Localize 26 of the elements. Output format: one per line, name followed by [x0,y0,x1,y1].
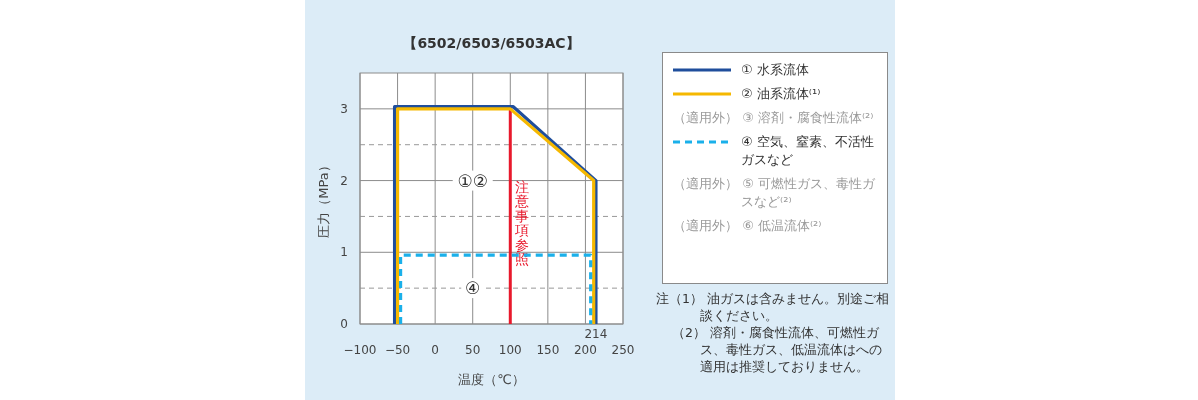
text: （適用外） ⑤ 可燃性ガス、毒性ガスなど⁽²⁾ [673,175,876,211]
x-tick-label: 50 [465,343,481,357]
y-tick-label: 3 [340,101,348,116]
annotation: ④ [465,278,481,299]
legend-label: ④ 空気、窒素、不活性ガスなど [741,133,875,169]
text: （2） 溶剤・腐食性流体、可燃性ガス、毒性ガス、低温流体はへの適用は推奨しておりません。 [671,324,883,375]
legend-label: ② 油系流体⁽¹⁾ [741,85,821,103]
annotation: ①② [457,170,488,191]
y-tick-label: 0 [340,317,348,331]
chart-title: 【6502/6503/6503AC】 [403,35,580,51]
x-axis-title: 温度（℃） [458,372,525,387]
y-tick-label: 1 [340,245,348,260]
y-axis-title: 圧力（MPa） [316,159,331,238]
text: 注（1） 油ガスは含みません。別途ご相談ください。 [656,290,890,324]
legend-label: ① 水系流体 [741,61,809,79]
text: （適用外） ⑥ 低温流体⁽²⁾ [673,217,823,235]
x-tick-label: 200 [573,343,597,357]
x-tick-label: 0 [431,343,439,357]
x-tick-label: −50 [384,343,411,357]
y-tick-label: 2 [340,173,348,188]
x-tick-label: −100 [343,343,377,357]
annotation: 214 [584,327,608,341]
text: （適用外） ③ 溶剤・腐食性流体⁽²⁾ [673,109,875,127]
x-tick-label: 250 [611,343,635,357]
x-tick-label: 100 [498,343,522,357]
x-tick-label: 150 [536,343,560,357]
